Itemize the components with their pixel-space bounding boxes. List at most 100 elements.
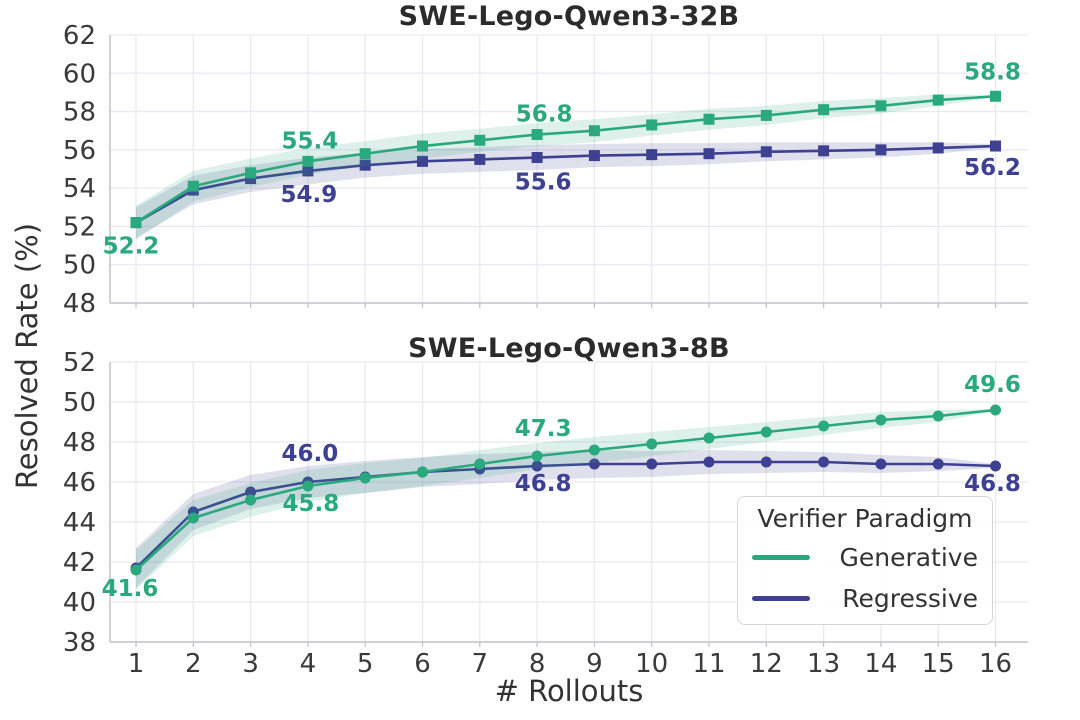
point-label: 47.3	[515, 416, 572, 442]
y-tick-label: 50	[63, 251, 96, 281]
marker-generative	[932, 94, 944, 106]
marker-generative	[646, 438, 658, 450]
legend: Verifier Paradigm Generative Regressive	[737, 496, 993, 625]
marker-generative	[760, 109, 772, 121]
marker-generative	[818, 104, 830, 116]
marker-generative	[359, 472, 371, 484]
marker-generative	[302, 155, 314, 167]
y-tick-label: 46	[63, 468, 96, 498]
x-tick-label: 14	[864, 649, 897, 679]
x-tick-label: 11	[692, 649, 725, 679]
x-tick-label: 12	[750, 649, 783, 679]
line-generative	[134, 94, 997, 224]
x-tick-label: 1	[128, 649, 145, 679]
marker-generative	[646, 119, 658, 131]
generative-line-swatch	[752, 555, 810, 560]
marker-generative	[760, 426, 772, 438]
marker-regressive	[990, 460, 1001, 472]
marker-regressive	[932, 142, 944, 154]
y-tick-label: 50	[63, 388, 96, 418]
legend-title: Verifier Paradigm	[757, 504, 973, 533]
marker-regressive	[875, 458, 887, 470]
point-label: 58.8	[964, 59, 1021, 85]
point-label: 46.8	[515, 471, 572, 497]
point-label: 56.2	[964, 155, 1021, 181]
x-tick-label: 7	[472, 649, 489, 679]
x-tick-label: 15	[922, 649, 955, 679]
y-tick-label: 40	[63, 588, 96, 618]
point-label: 45.8	[283, 491, 340, 517]
marker-generative	[531, 450, 543, 462]
y-tick-label: 62	[63, 21, 96, 51]
y-axis-label: Resolved Rate (%)	[10, 222, 44, 490]
marker-generative	[245, 494, 257, 506]
marker-regressive	[818, 145, 830, 157]
x-tick-label: 5	[357, 649, 374, 679]
marker-regressive	[818, 456, 830, 468]
marker-regressive	[474, 153, 486, 165]
marker-generative	[875, 414, 887, 426]
x-axis-label: # Rollouts	[494, 674, 644, 708]
line-regressive	[134, 460, 997, 570]
marker-generative	[417, 466, 428, 478]
marker-regressive	[245, 173, 257, 185]
y-tick-label: 48	[63, 428, 96, 458]
marker-generative	[359, 148, 371, 160]
marker-generative	[531, 129, 543, 141]
marker-regressive	[875, 144, 887, 156]
x-tick-label: 2	[185, 649, 202, 679]
marker-generative	[130, 564, 142, 576]
x-tick-label: 16	[979, 649, 1012, 679]
marker-generative	[588, 125, 600, 137]
marker-regressive	[588, 458, 600, 470]
regressive-line-swatch	[752, 596, 810, 601]
point-label: 55.4	[282, 128, 339, 154]
line-regressive	[134, 144, 997, 224]
x-tick-label: 13	[807, 649, 840, 679]
marker-generative	[417, 140, 428, 152]
marker-generative	[990, 404, 1001, 416]
confidence-band-regressive	[136, 450, 996, 588]
marker-regressive	[245, 486, 257, 498]
point-label: 55.6	[515, 170, 572, 196]
marker-generative	[990, 90, 1001, 102]
y-tick-label: 60	[63, 59, 96, 89]
marker-regressive	[302, 165, 314, 177]
x-tick-label: 3	[242, 649, 259, 679]
marker-generative	[187, 512, 199, 524]
marker-regressive	[588, 150, 600, 162]
marker-regressive	[703, 148, 715, 160]
marker-regressive	[359, 159, 371, 171]
y-tick-label: 54	[63, 174, 96, 204]
point-label: 46.0	[282, 441, 339, 467]
point-label: 56.8	[516, 102, 573, 128]
confidence-band-generative	[136, 94, 996, 240]
point-label: 41.6	[102, 576, 159, 602]
marker-regressive	[417, 155, 428, 167]
y-tick-label: 58	[63, 98, 96, 128]
legend-item-generative: Generative	[750, 537, 980, 578]
point-label: 54.9	[281, 182, 338, 208]
marker-generative	[818, 420, 830, 432]
marker-generative	[187, 180, 199, 192]
bottom-chart-title: SWE-Lego-Qwen3-8B	[408, 333, 730, 364]
line-generative	[134, 408, 997, 572]
marker-regressive	[932, 458, 944, 470]
confidence-band-generative	[136, 409, 996, 590]
marker-generative	[932, 410, 944, 422]
marker-regressive	[990, 140, 1001, 152]
marker-generative	[130, 217, 142, 229]
y-tick-label: 42	[63, 548, 96, 578]
legend-item-label: Generative	[839, 543, 978, 572]
y-tick-label: 52	[63, 212, 96, 242]
point-label: 52.2	[103, 234, 160, 260]
legend-item-regressive: Regressive	[750, 578, 980, 619]
x-tick-label: 8	[529, 649, 546, 679]
marker-generative	[474, 458, 486, 470]
marker-generative	[474, 134, 486, 146]
marker-generative	[875, 100, 887, 112]
marker-generative	[245, 167, 257, 179]
marker-generative	[703, 113, 715, 125]
